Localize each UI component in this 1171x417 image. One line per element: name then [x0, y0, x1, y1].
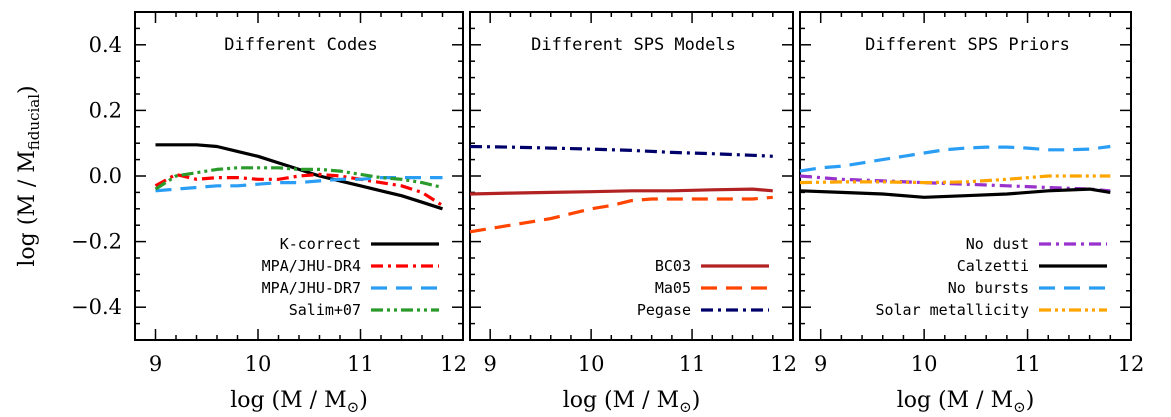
x-tick-label: 10 — [245, 352, 272, 376]
legend-label: Solar metallicity — [875, 301, 1029, 319]
y-tick-label: 0.2 — [89, 98, 122, 122]
panel-title: Different SPS Models — [531, 35, 736, 55]
x-axis-title-subscript: ⊙ — [347, 398, 360, 416]
x-tick-label: 11 — [1014, 352, 1041, 376]
x-tick-label: 9 — [149, 352, 162, 376]
legend-label: MPA/JHU-DR4 — [262, 257, 361, 275]
y-tick-label: −0.2 — [71, 230, 122, 254]
x-axis-title-text: log (M / M — [563, 388, 679, 413]
x-tick-label: 9 — [484, 352, 497, 376]
legend-label: BC03 — [655, 257, 691, 275]
x-axis-title: log (M / M⊙) — [563, 388, 701, 416]
series-line — [154, 166, 443, 191]
x-tick-label: 10 — [911, 352, 938, 376]
panel-frame-2 — [469, 11, 794, 341]
x-axis-title-text: log (M / M — [897, 388, 1013, 413]
legend-label: No dust — [966, 235, 1029, 253]
series-line — [799, 187, 1111, 199]
x-tick-label: 10 — [578, 352, 605, 376]
series-line — [799, 144, 1111, 173]
y-axis-title-text: log (M / M — [15, 150, 40, 266]
series-line — [469, 187, 773, 196]
legend-label: Salim+07 — [289, 301, 361, 319]
x-tick-label: 11 — [679, 352, 706, 376]
y-tick-label: 0.0 — [89, 164, 122, 188]
legend-label: No bursts — [948, 279, 1029, 297]
legend-label: MPA/JHU-DR7 — [262, 279, 361, 297]
x-tick-label: 9 — [814, 352, 827, 376]
legend-label: Calzetti — [957, 257, 1029, 275]
series-line — [155, 143, 443, 211]
x-axis-title: log (M / M⊙) — [897, 388, 1035, 416]
x-axis-title-subscript: ⊙ — [679, 398, 692, 416]
series-line — [799, 174, 1111, 185]
x-axis-title-subscript: ⊙ — [1013, 398, 1026, 416]
x-tick-label: 12 — [440, 352, 467, 376]
x-axis-title-text: ) — [359, 388, 368, 413]
y-tick-label: 0.4 — [89, 33, 122, 57]
y-axis-title-subscript: fiducial — [25, 94, 43, 150]
x-tick-label: 11 — [347, 352, 374, 376]
x-tick-label: 12 — [1118, 352, 1145, 376]
series-line — [154, 172, 444, 207]
x-axis-title: log (M / M⊙) — [230, 388, 368, 416]
y-axis-title-text: ) — [15, 85, 40, 94]
x-tick-label: 12 — [770, 352, 797, 376]
x-axis-title-text: ) — [692, 388, 701, 413]
y-tick-label: −0.4 — [71, 295, 122, 319]
x-axis-title-text: ) — [1026, 388, 1035, 413]
panel-title: Different Codes — [224, 35, 378, 55]
legend-label: Ma05 — [655, 279, 691, 297]
panel-title: Different SPS Priors — [865, 35, 1070, 55]
series-line — [469, 144, 773, 158]
legend-label: Pegase — [637, 301, 691, 319]
x-axis-title-text: log (M / M — [230, 388, 346, 413]
y-axis-title: log (M / Mfiducial) — [15, 85, 43, 266]
series-line — [469, 195, 773, 234]
legend-label: K-correct — [280, 235, 361, 253]
